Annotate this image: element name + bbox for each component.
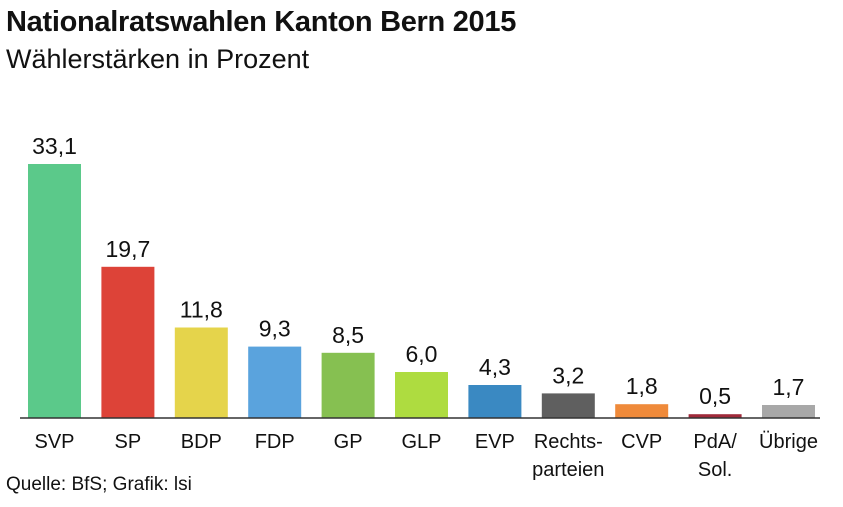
value-label-pda-sol: 0,5 — [699, 383, 731, 409]
value-label-uebrige: 1,7 — [773, 374, 805, 400]
category-label-pda-sol-line1: PdA/ — [693, 431, 737, 453]
bar-evp — [468, 385, 522, 418]
bar-group — [28, 164, 815, 418]
chart-title: Nationalratswahlen Kanton Bern 2015 — [6, 6, 517, 38]
bar-bdp — [174, 327, 228, 418]
category-label-gp: GP — [334, 431, 363, 453]
value-label-gp: 8,5 — [332, 322, 364, 348]
value-label-cvp: 1,8 — [626, 373, 658, 399]
value-label-sp: 19,7 — [106, 236, 151, 262]
bar-cvp — [615, 404, 669, 418]
category-label-svp: SVP — [34, 431, 74, 453]
category-label-pda-sol-line2: Sol. — [698, 459, 732, 481]
category-label-fdp: FDP — [255, 431, 295, 453]
category-label-rechts-parteien-line1: Rechts- — [534, 431, 603, 453]
category-label-bdp: BDP — [181, 431, 222, 453]
bar-svp — [28, 164, 81, 418]
bar-pda-sol — [688, 414, 742, 418]
bar-glp — [395, 372, 448, 418]
category-label-uebrige: Übrige — [759, 431, 818, 453]
value-label-group: 33,1 19,7 11,8 9,3 8,5 6,0 4,3 3,2 1,8 0,5 1,7 — [32, 133, 804, 409]
category-label-glp: GLP — [401, 431, 441, 453]
bar-fdp — [248, 346, 302, 418]
category-label-rechts-parteien-line2: parteien — [532, 459, 604, 481]
value-label-fdp: 9,3 — [259, 316, 291, 342]
bar-uebrige — [762, 405, 815, 418]
value-label-rechts-parteien: 3,2 — [552, 362, 584, 388]
value-label-evp: 4,3 — [479, 354, 511, 380]
category-label-cvp: CVP — [621, 431, 662, 453]
chart-subtitle: Wählerstärken in Prozent — [6, 44, 310, 74]
bar-sp — [101, 266, 155, 418]
value-label-bdp: 11,8 — [180, 297, 223, 323]
category-label-sp: SP — [115, 431, 142, 453]
value-label-svp: 33,1 — [32, 133, 77, 159]
bar-gp — [321, 352, 375, 418]
category-label-group: SVP SP BDP FDP GP GLP EVP Rechts-parteien CVP PdA… — [34, 431, 817, 481]
value-label-glp: 6,0 — [406, 341, 438, 367]
category-label-evp: EVP — [475, 431, 515, 453]
bar-rechts-parteien — [541, 393, 595, 418]
source-note: Quelle: BfS; Grafik: lsi — [6, 474, 192, 495]
